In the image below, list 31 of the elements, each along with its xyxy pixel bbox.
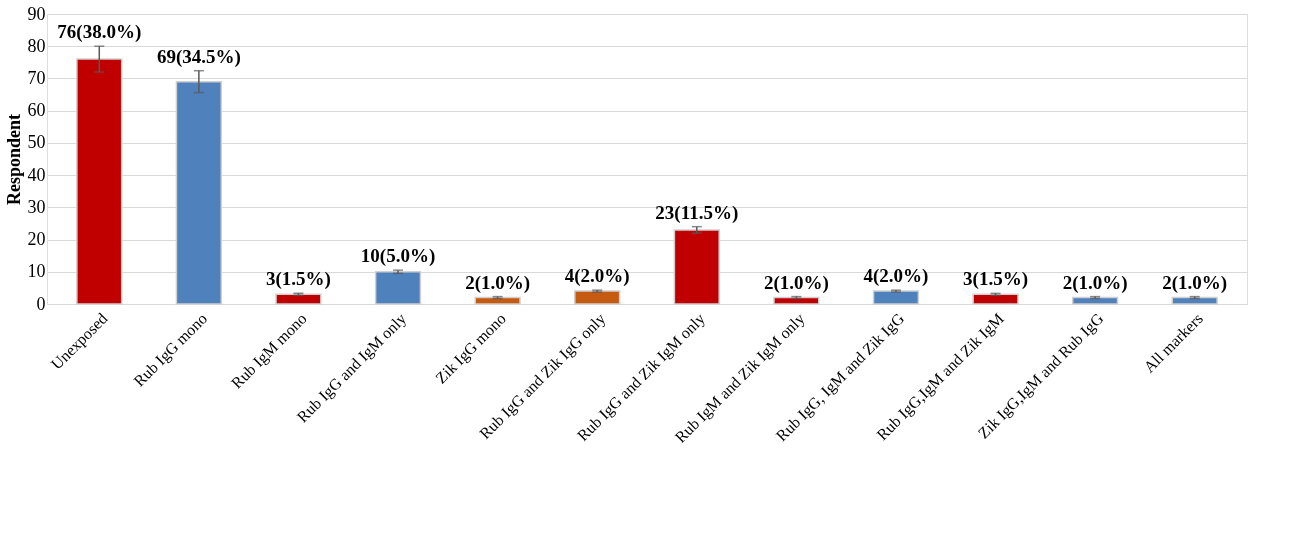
bar [1171,296,1218,305]
y-tick-label: 60 [27,100,46,121]
data-label: 2(1.0%) [1062,271,1128,294]
data-label: 4(2.0%) [863,265,929,288]
data-label: 2(1.0%) [763,271,829,294]
y-axis-title: Respondent [3,113,24,206]
data-label: 10(5.0%) [360,245,436,268]
y-tick-label: 0 [36,293,46,314]
bar [773,296,820,305]
data-label: 76(38.0%) [57,21,142,44]
y-tick-label: 30 [27,196,46,217]
bar [872,290,920,305]
y-tick-label: 20 [27,229,46,250]
y-tick-label: 40 [27,164,46,185]
y-tick-label: 10 [27,261,46,282]
bar [474,296,521,305]
data-label: 3(1.5%) [266,268,331,291]
bar [972,293,1019,305]
bar [1071,296,1119,305]
y-tick-label: 70 [27,67,46,88]
y-tick-label: 80 [27,35,46,56]
bar [275,293,322,305]
data-label: 23(11.5%) [655,201,739,224]
y-tick-label: 90 [27,3,46,24]
data-label: 4(2.0%) [564,265,630,288]
y-tick-label: 50 [27,132,46,153]
data-label: 69(34.5%) [156,45,241,68]
data-label: 3(1.5%) [963,268,1028,291]
data-label: 2(1.0%) [465,271,531,294]
data-label: 2(1.0%) [1162,271,1228,294]
bar [574,290,621,305]
